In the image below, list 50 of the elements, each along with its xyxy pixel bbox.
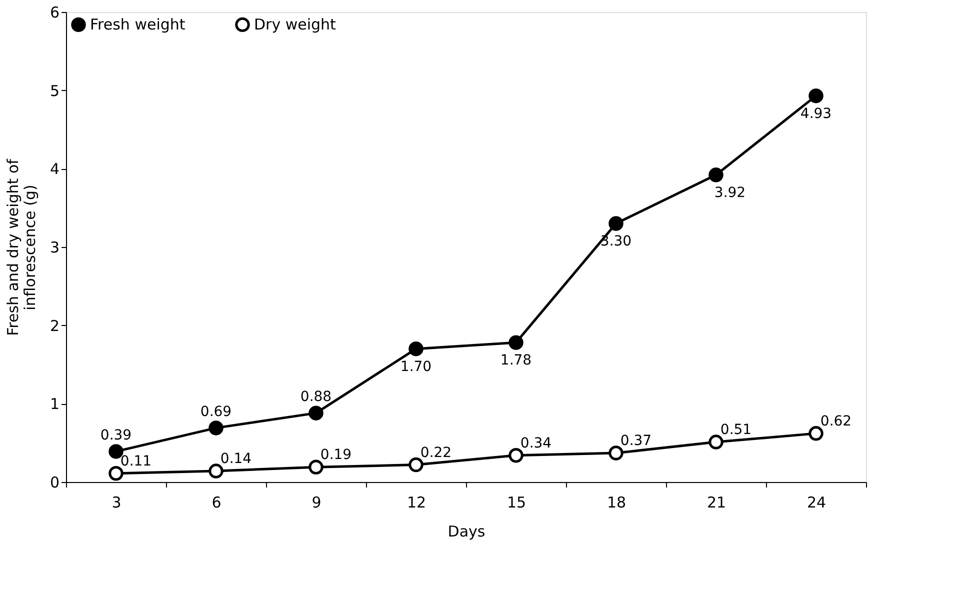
point [708, 168, 724, 182]
y-tick-label: 1 [50, 395, 60, 414]
x-axis-title: Days [448, 522, 486, 540]
point [608, 216, 624, 231]
x-tick-label: 24 [806, 494, 826, 512]
data-label: 4.93 [800, 106, 832, 122]
data-label: 0.88 [300, 389, 332, 406]
data-label: 0.39 [100, 427, 132, 444]
x-tick-label: 21 [706, 494, 726, 512]
point [608, 446, 624, 460]
data-label: 3.92 [714, 184, 746, 201]
x-tick-label: 6 [212, 494, 222, 512]
point [408, 457, 424, 472]
x-tick-label: 9 [312, 494, 322, 512]
point [408, 341, 424, 356]
data-label: 0.51 [720, 422, 752, 438]
point [808, 88, 824, 104]
y-tick-label: 3 [50, 238, 60, 256]
data-label: 3.30 [600, 234, 632, 250]
point [308, 406, 324, 420]
y-tick-label: 4 [50, 160, 60, 178]
point [108, 466, 124, 481]
data-label: 0.34 [520, 435, 552, 452]
y-axis-title: Fresh and dry weight of inflorescence (g) [4, 158, 39, 336]
data-label: 0.11 [120, 453, 152, 470]
point [208, 464, 224, 478]
data-label: 0.62 [820, 413, 852, 430]
legend-label: Dry weight [254, 16, 336, 34]
x-tick-label: 3 [112, 494, 122, 512]
point [508, 335, 524, 350]
y-tick-label: 6 [50, 4, 60, 22]
y-tick-label: 0 [50, 474, 60, 492]
point [208, 420, 224, 436]
legend-label: Fresh weight [90, 16, 186, 34]
data-label: 1.78 [500, 352, 532, 369]
data-label: 0.69 [200, 404, 232, 420]
data-label: 1.70 [400, 358, 432, 375]
point [708, 434, 724, 450]
point [508, 448, 524, 463]
x-tick-label: 18 [606, 494, 626, 512]
x-tick-label: 12 [406, 494, 426, 512]
point [308, 460, 324, 474]
data-label: 0.19 [320, 447, 352, 464]
data-label: 0.14 [220, 451, 252, 468]
y-tick-label: 5 [50, 82, 60, 100]
data-label: 0.37 [620, 433, 652, 450]
data-label: 0.22 [420, 444, 452, 461]
x-tick-label: 15 [506, 494, 526, 512]
y-tick-label: 2 [50, 316, 60, 335]
point [808, 426, 824, 441]
